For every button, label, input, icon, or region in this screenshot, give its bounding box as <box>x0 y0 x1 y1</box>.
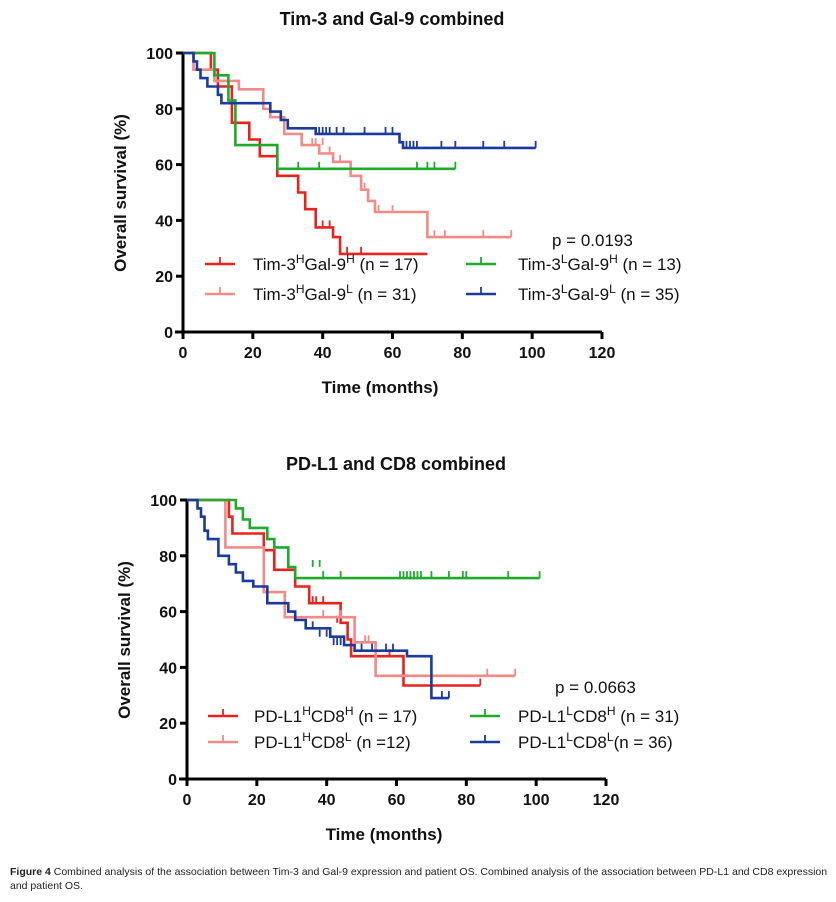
y-axis-label: Overall survival (%) <box>111 114 130 272</box>
survival-step-line <box>183 51 456 171</box>
y-tick-label: 40 <box>159 660 177 677</box>
legend: Tim-3HGal-9H (n = 17) Tim-3HGal-9L (n = 3… <box>205 252 682 304</box>
caption-text: Combined analysis of the association bet… <box>10 866 828 892</box>
survival-step-line <box>183 51 428 256</box>
series-pd-l1lcd8h <box>187 498 541 580</box>
survival-step-line <box>187 498 540 580</box>
x-tick-label: 20 <box>244 345 262 362</box>
x-tick-label: 20 <box>248 792 266 809</box>
y-axis: 0 20 40 60 80 100 <box>150 493 189 789</box>
legend-label: Tim-3HGal-9L (n = 31) <box>253 282 417 304</box>
y-tick-label: 100 <box>150 493 177 510</box>
p-value-annotation: p = 0.0663 <box>555 678 636 697</box>
legend-label: Tim-3HGal-9H (n = 17) <box>253 252 419 274</box>
x-tick-label: 100 <box>519 345 546 362</box>
series-pd-l1lcd8l <box>187 498 450 700</box>
y-tick-label: 20 <box>155 269 173 286</box>
x-axis: 0 20 40 60 80 100 120 <box>175 330 616 362</box>
legend-label: PD-L1HCD8H (n = 17) <box>254 704 417 726</box>
legend-label: Tim-3LGal-9H (n = 13) <box>518 252 682 274</box>
y-axis: 0 20 40 60 80 100 <box>146 46 185 342</box>
x-tick-label: 0 <box>183 792 192 809</box>
y-tick-label: 20 <box>159 716 177 733</box>
y-tick-label: 80 <box>155 102 173 119</box>
survival-step-line <box>183 51 512 239</box>
x-tick-label: 120 <box>589 345 616 362</box>
y-tick-label: 40 <box>155 213 173 230</box>
survival-curves <box>187 498 541 700</box>
legend-label: Tim-3LGal-9L (n = 35) <box>518 282 680 304</box>
survival-step-line <box>187 498 449 700</box>
survival-step-line <box>187 498 516 678</box>
chart-pdl1-cd8: PD-L1 and CD8 combined 0 20 40 60 80 100 0 20 4… <box>115 454 679 844</box>
series-tim-3hgal-9l <box>183 51 513 239</box>
series-tim-3hgal-9h <box>183 51 428 256</box>
x-tick-label: 120 <box>593 792 620 809</box>
series-pd-l1hcd8h <box>187 498 482 687</box>
survival-step-line <box>187 498 481 687</box>
x-tick-label: 100 <box>523 792 550 809</box>
x-tick-label: 60 <box>388 792 406 809</box>
legend-item: PD-L1HCD8H (n = 17) <box>208 704 417 726</box>
legend-item: PD-L1HCD8L (n =12) <box>208 730 411 752</box>
y-axis-label: Overall survival (%) <box>115 561 134 719</box>
figure-caption: Figure 4 Combined analysis of the associ… <box>10 865 830 893</box>
legend-item: Tim-3LGal-9L (n = 35) <box>466 282 680 304</box>
legend: PD-L1HCD8H (n = 17) PD-L1HCD8L (n =12) PD-… <box>208 704 679 752</box>
chart-tim3-gal9: Tim-3 and Gal-9 combined 0 20 40 60 80 100 0 2… <box>111 9 682 397</box>
x-tick-label: 80 <box>457 792 475 809</box>
series-tim-3lgal-9h <box>183 51 457 171</box>
x-axis-label: Time (months) <box>322 378 439 397</box>
p-value-annotation: p = 0.0193 <box>552 231 633 250</box>
legend-item: PD-L1LCD8L(n = 36) <box>470 730 673 752</box>
legend-item: Tim-3HGal-9L (n = 31) <box>205 282 417 304</box>
x-tick-label: 0 <box>179 345 188 362</box>
x-axis: 0 20 40 60 80 100 120 <box>179 777 620 809</box>
legend-item: Tim-3HGal-9H (n = 17) <box>205 252 419 274</box>
x-tick-label: 80 <box>453 345 471 362</box>
legend-item: PD-L1LCD8H (n = 31) <box>470 704 679 726</box>
y-tick-label: 60 <box>155 158 173 175</box>
legend-item: Tim-3LGal-9H (n = 13) <box>466 252 682 274</box>
y-tick-label: 80 <box>159 549 177 566</box>
series-tim-3lgal-9l <box>183 51 537 150</box>
survival-curves <box>183 51 537 256</box>
legend-label: PD-L1HCD8L (n =12) <box>254 730 411 752</box>
series-pd-l1hcd8l <box>187 498 517 678</box>
y-tick-label: 0 <box>168 772 177 789</box>
y-tick-label: 60 <box>159 605 177 622</box>
legend-label: PD-L1LCD8H (n = 31) <box>518 704 679 726</box>
y-tick-label: 0 <box>164 325 173 342</box>
y-tick-label: 100 <box>146 46 173 63</box>
chart-title: Tim-3 and Gal-9 combined <box>280 9 505 29</box>
x-tick-label: 40 <box>318 792 336 809</box>
chart-title: PD-L1 and CD8 combined <box>286 454 506 474</box>
caption-label: Figure 4 <box>10 866 51 878</box>
x-tick-label: 60 <box>384 345 402 362</box>
legend-label: PD-L1LCD8L(n = 36) <box>518 730 673 752</box>
x-tick-label: 40 <box>314 345 332 362</box>
x-axis-label: Time (months) <box>326 825 443 844</box>
